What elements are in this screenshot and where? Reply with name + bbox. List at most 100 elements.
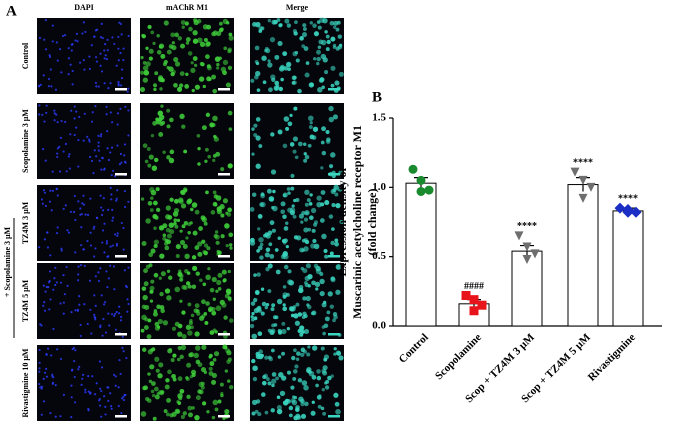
cell — [117, 35, 120, 39]
cell — [199, 61, 204, 66]
cell — [328, 116, 335, 123]
scale-bar — [218, 255, 230, 258]
cell — [292, 214, 297, 219]
cell — [121, 346, 124, 349]
cell — [45, 111, 48, 114]
y-tick-label: 0.0 — [372, 320, 386, 332]
cell — [181, 310, 186, 315]
cell — [197, 146, 201, 151]
cell — [154, 356, 160, 362]
cell — [164, 288, 171, 294]
cell — [167, 369, 172, 375]
cell — [47, 85, 51, 88]
cell — [187, 405, 193, 411]
cell — [175, 253, 180, 259]
cell — [44, 290, 47, 293]
cell — [113, 288, 116, 291]
cell — [97, 271, 100, 274]
cell — [222, 59, 229, 66]
cell — [174, 32, 179, 38]
cell — [107, 86, 110, 90]
cell — [148, 252, 154, 258]
cell — [308, 115, 314, 122]
cell — [46, 231, 49, 234]
cell — [116, 189, 119, 192]
cell — [118, 305, 121, 308]
cell — [166, 233, 172, 239]
cell — [330, 152, 336, 158]
cell — [170, 71, 175, 77]
cell — [224, 223, 230, 229]
cell — [89, 231, 92, 234]
cell — [50, 354, 53, 357]
cell — [249, 207, 255, 212]
cell — [221, 302, 227, 308]
cell — [123, 154, 126, 157]
cell — [163, 59, 168, 65]
cell — [251, 311, 255, 316]
cell — [203, 243, 209, 248]
cell — [109, 264, 112, 267]
cell — [145, 264, 151, 269]
cell — [82, 203, 86, 206]
cell — [150, 196, 154, 200]
cell — [99, 36, 102, 39]
cell — [151, 165, 158, 171]
cell — [107, 208, 110, 212]
cell — [95, 155, 98, 158]
cell — [69, 133, 72, 136]
cell — [214, 230, 219, 234]
cell — [307, 143, 312, 148]
cell — [157, 75, 163, 81]
data-point — [586, 182, 596, 192]
cell — [324, 200, 330, 206]
cell — [48, 200, 52, 203]
cell — [173, 218, 178, 223]
micrograph — [37, 18, 131, 94]
cell — [103, 303, 106, 306]
bar — [567, 184, 599, 327]
cell — [105, 113, 108, 116]
cell — [290, 306, 296, 312]
cell — [101, 334, 104, 337]
scale-bar — [115, 173, 127, 176]
cell — [209, 122, 215, 128]
cell — [170, 32, 176, 38]
cell — [166, 108, 171, 113]
cell — [216, 279, 222, 286]
cell — [208, 366, 213, 371]
cell — [106, 255, 109, 258]
cell — [157, 318, 163, 325]
cell — [186, 271, 191, 275]
cell — [266, 188, 272, 194]
cell — [280, 254, 286, 260]
cell — [154, 71, 159, 76]
cell — [181, 224, 186, 229]
cell — [179, 229, 183, 233]
cell — [86, 322, 89, 326]
cell — [206, 246, 211, 251]
cell — [220, 391, 224, 396]
cell — [264, 252, 270, 258]
cell — [44, 204, 48, 207]
cell — [143, 268, 148, 274]
cell — [90, 159, 94, 163]
cell — [102, 197, 105, 200]
cell — [332, 25, 337, 29]
cell — [38, 348, 41, 352]
cell — [106, 286, 109, 289]
cell — [49, 298, 52, 301]
cell — [169, 117, 174, 123]
cell — [93, 315, 96, 319]
cell — [147, 372, 151, 376]
cell — [211, 372, 217, 379]
cell — [109, 186, 112, 189]
cell — [257, 214, 263, 219]
cell — [205, 274, 211, 281]
cell — [94, 275, 97, 278]
cell — [251, 127, 255, 131]
cell — [148, 48, 154, 54]
cell — [194, 245, 200, 251]
cell — [143, 70, 150, 76]
cell — [64, 204, 67, 207]
